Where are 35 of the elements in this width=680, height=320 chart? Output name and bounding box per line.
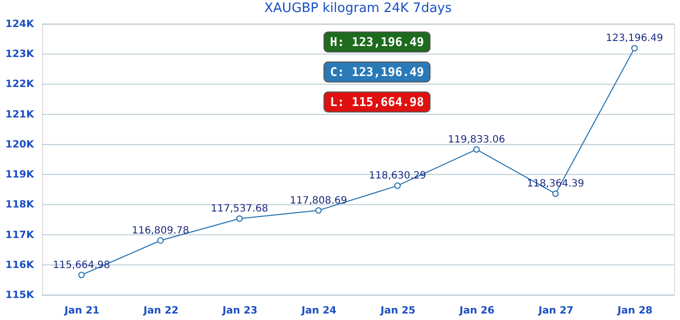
x-tick-label: Jan 25 xyxy=(380,306,416,316)
point xyxy=(78,272,85,278)
point xyxy=(394,182,401,189)
x-tick-label: Jan 27 xyxy=(538,306,574,316)
y-tick-label: 117K xyxy=(5,230,36,241)
text: 119,833.06 xyxy=(448,134,506,146)
text: 117,537.68 xyxy=(210,204,268,215)
x-tick-label: Jan 28 xyxy=(616,306,653,316)
text: 116,809.78 xyxy=(132,226,190,237)
point xyxy=(552,190,559,197)
y-tick-label: 123K xyxy=(5,49,36,60)
point xyxy=(236,215,243,222)
x-tick-label: Jan 26 xyxy=(458,306,495,316)
y-tick-label: 118K xyxy=(5,200,36,211)
x-tick-label: Jan 22 xyxy=(142,306,179,316)
y-tick-label: 124K xyxy=(5,19,36,30)
x-tick-label: Jan 21 xyxy=(64,306,100,316)
y-tick-label: 121K xyxy=(5,109,36,120)
x-tick-label: Jan 23 xyxy=(222,306,258,316)
y-tick-label: 120K xyxy=(5,139,36,150)
y-tick-label: 119K xyxy=(5,170,36,181)
x-tick-label: Jan 24 xyxy=(300,306,337,316)
y-tick-label: 116K xyxy=(5,260,36,271)
y-tick-label: 115K xyxy=(5,290,36,301)
annotation: H: 123,196.49 xyxy=(330,35,424,49)
annotation: L: 115,664.98 xyxy=(330,95,424,109)
point xyxy=(631,44,638,52)
point xyxy=(315,207,322,214)
annotation: C: 123,196.49 xyxy=(330,65,424,79)
point xyxy=(157,237,164,244)
chart-title: XAUGBP kilogram 24K 7days xyxy=(264,1,452,16)
text: 123,196.49 xyxy=(606,33,664,44)
y-tick-label: 122K xyxy=(5,79,36,90)
text: 117,808.69 xyxy=(290,195,348,206)
point xyxy=(473,146,480,153)
